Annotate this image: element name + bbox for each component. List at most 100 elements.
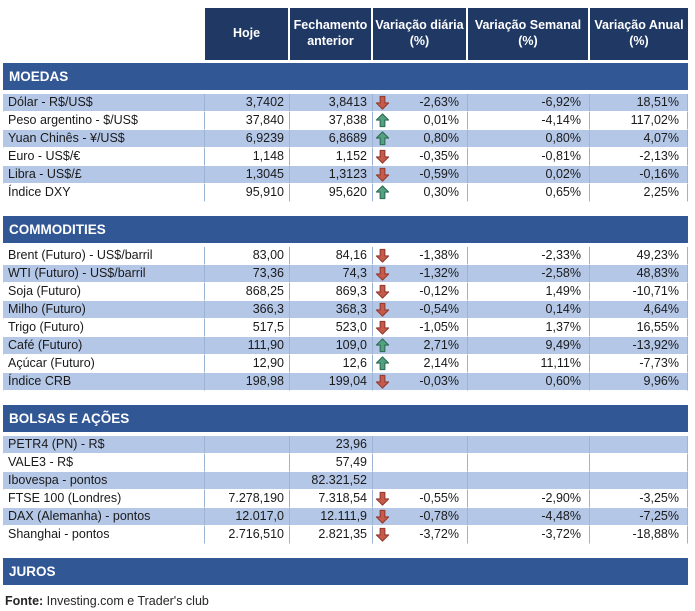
- cell-variacao-semanal: -3,72%: [468, 526, 590, 544]
- variacao-diaria-value: -0,55%: [419, 491, 459, 505]
- row-label: Índice CRB: [3, 373, 205, 391]
- row-label: DAX (Alemanha) - pontos: [3, 508, 205, 526]
- cell-variacao-diaria: -0,78%: [373, 508, 468, 526]
- cell-variacao-semanal: -2,90%: [468, 490, 590, 508]
- cell-fechamento-anterior: 37,838: [290, 112, 373, 130]
- source-label: Fonte:: [5, 594, 44, 608]
- cell-hoje: 6,9239: [205, 130, 290, 148]
- row-label: Peso argentino - $/US$: [3, 112, 205, 130]
- cell-variacao-semanal: -2,33%: [468, 247, 590, 265]
- table-row-indice-crb: Índice CRB 198,98 199,04 -0,03% 0,60% 9,96%: [3, 373, 688, 391]
- cell-variacao-semanal: [468, 436, 590, 454]
- variacao-diaria-value: -2,63%: [419, 95, 459, 109]
- cell-hoje: 37,840: [205, 112, 290, 130]
- cell-fechamento-anterior: 84,16: [290, 247, 373, 265]
- cell-variacao-anual: 117,02%: [590, 112, 688, 130]
- cell-hoje: 1,3045: [205, 166, 290, 184]
- cell-variacao-anual: 4,07%: [590, 130, 688, 148]
- row-label: Shanghai - pontos: [3, 526, 205, 544]
- cell-variacao-anual: -18,88%: [590, 526, 688, 544]
- cell-variacao-anual: 2,25%: [590, 184, 688, 202]
- table-row-cafe-futuro: Café (Futuro) 111,90 109,0 2,71% 9,49% -13,92…: [3, 337, 688, 355]
- cell-variacao-semanal: 0,02%: [468, 166, 590, 184]
- cell-variacao-anual: 18,51%: [590, 94, 688, 112]
- cell-hoje: 3,7402: [205, 94, 290, 112]
- table-row-indice-dxy: Índice DXY 95,910 95,620 0,30% 0,65% 2,25%: [3, 184, 688, 202]
- down-arrow-icon: [373, 149, 392, 164]
- variacao-diaria-value: -0,03%: [419, 374, 459, 388]
- column-header-variacao-semanal: Variação Semanal (%): [468, 6, 590, 60]
- cell-variacao-diaria: -0,59%: [373, 166, 468, 184]
- row-label: Índice DXY: [3, 184, 205, 202]
- cell-variacao-anual: -10,71%: [590, 283, 688, 301]
- down-arrow-icon: [373, 491, 392, 506]
- row-label: FTSE 100 (Londres): [3, 490, 205, 508]
- cell-variacao-anual: -7,73%: [590, 355, 688, 373]
- cell-variacao-diaria: -0,35%: [373, 148, 468, 166]
- variacao-diaria-value: -1,05%: [419, 320, 459, 334]
- cell-variacao-semanal: -4,48%: [468, 508, 590, 526]
- cell-variacao-diaria: [373, 454, 468, 472]
- table-row-dax-alemanha-pontos: DAX (Alemanha) - pontos 12.017,0 12.111,9 -…: [3, 508, 688, 526]
- cell-variacao-semanal: [468, 472, 590, 490]
- up-arrow-icon: [373, 356, 392, 371]
- table-row-wti-futuro-us-barril: WTI (Futuro) - US$/barril 73,36 74,3 -1,32%…: [3, 265, 688, 283]
- variacao-diaria-value: 0,01%: [423, 113, 459, 127]
- up-arrow-icon: [373, 113, 392, 128]
- cell-variacao-anual: 4,64%: [590, 301, 688, 319]
- section-header-commodities: COMMODITIES: [3, 216, 688, 243]
- variacao-diaria-value: -0,78%: [419, 509, 459, 523]
- variacao-diaria-value: 0,30%: [423, 185, 459, 199]
- source-footer: Fonte: Investing.com e Trader's club: [3, 594, 695, 608]
- table-row-libra-us: Libra - US$/£ 1,3045 1,3123 -0,59% 0,02% -0,1…: [3, 166, 688, 184]
- cell-fechamento-anterior: 523,0: [290, 319, 373, 337]
- table-row-euro-us: Euro - US$/€ 1,148 1,152 -0,35% -0,81% -2,13%: [3, 148, 688, 166]
- cell-hoje: 12,90: [205, 355, 290, 373]
- down-arrow-icon: [373, 509, 392, 524]
- column-header-variacao-diaria: Variação diária (%): [373, 6, 468, 60]
- row-label: Ibovespa - pontos: [3, 472, 205, 490]
- table-row-trigo-futuro: Trigo (Futuro) 517,5 523,0 -1,05% 1,37% 16,55…: [3, 319, 688, 337]
- cell-fechamento-anterior: 7.318,54: [290, 490, 373, 508]
- table-row-brent-futuro-us-barril: Brent (Futuro) - US$/barril 83,00 84,16 -1,…: [3, 247, 688, 265]
- cell-fechamento-anterior: 1,152: [290, 148, 373, 166]
- cell-variacao-semanal: 1,37%: [468, 319, 590, 337]
- up-arrow-icon: [373, 131, 392, 146]
- section-gap: [3, 544, 695, 550]
- down-arrow-icon: [373, 248, 392, 263]
- cell-variacao-diaria: 2,71%: [373, 337, 468, 355]
- variacao-diaria-value: 2,14%: [423, 356, 459, 370]
- variacao-diaria-value: -0,12%: [419, 284, 459, 298]
- table-row-ftse-100-londres: FTSE 100 (Londres) 7.278,190 7.318,54 -0,55…: [3, 490, 688, 508]
- cell-variacao-diaria: [373, 472, 468, 490]
- variacao-diaria-value: 2,71%: [423, 338, 459, 352]
- table-row-dolar-r-us: Dólar - R$/US$ 3,7402 3,8413 -2,63% -6,92% 18…: [3, 94, 688, 112]
- row-label: Milho (Futuro): [3, 301, 205, 319]
- up-arrow-icon: [373, 338, 392, 353]
- table-row-soja-futuro: Soja (Futuro) 868,25 869,3 -0,12% 1,49% -10,7…: [3, 283, 688, 301]
- variacao-diaria-value: -3,72%: [419, 527, 459, 541]
- cell-variacao-anual: -13,92%: [590, 337, 688, 355]
- cell-variacao-diaria: -0,03%: [373, 373, 468, 391]
- cell-fechamento-anterior: 57,49: [290, 454, 373, 472]
- cell-fechamento-anterior: 2.821,35: [290, 526, 373, 544]
- cell-variacao-diaria: -0,55%: [373, 490, 468, 508]
- cell-variacao-diaria: 0,01%: [373, 112, 468, 130]
- cell-hoje: 198,98: [205, 373, 290, 391]
- variacao-diaria-value: 0,80%: [423, 131, 459, 145]
- down-arrow-icon: [373, 284, 392, 299]
- down-arrow-icon: [373, 167, 392, 182]
- table-row-acucar-futuro: Açúcar (Futuro) 12,90 12,6 2,14% 11,11% -7,73…: [3, 355, 688, 373]
- down-arrow-icon: [373, 527, 392, 542]
- cell-variacao-diaria: -1,05%: [373, 319, 468, 337]
- cell-variacao-diaria: -2,63%: [373, 94, 468, 112]
- cell-hoje: 868,25: [205, 283, 290, 301]
- variacao-diaria-value: -0,35%: [419, 149, 459, 163]
- cell-variacao-anual: [590, 454, 688, 472]
- table-row-ibovespa-pontos: Ibovespa - pontos 82.321,52: [3, 472, 688, 490]
- variacao-diaria-value: -0,59%: [419, 167, 459, 181]
- cell-hoje: 517,5: [205, 319, 290, 337]
- cell-fechamento-anterior: 368,3: [290, 301, 373, 319]
- cell-fechamento-anterior: 74,3: [290, 265, 373, 283]
- cell-variacao-anual: 16,55%: [590, 319, 688, 337]
